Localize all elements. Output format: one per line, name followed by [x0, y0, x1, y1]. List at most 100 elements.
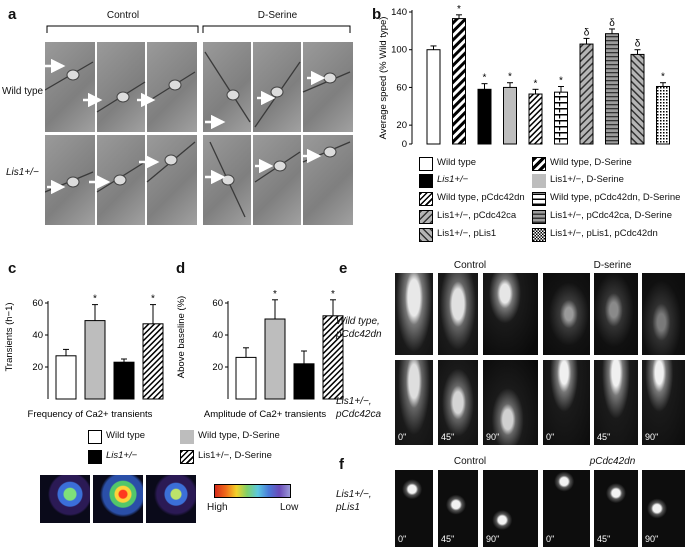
panel-a-row-lis1: Lis1+/−	[6, 167, 39, 178]
y-tick-label: 40	[212, 330, 223, 341]
panel-e-row-1: Wild type, pCdc42dn	[336, 316, 382, 340]
legend-swatch	[419, 174, 433, 188]
panel-c-ylabel: Transients (h−1)	[4, 302, 15, 371]
phase-image	[303, 42, 353, 132]
panel-a-group-control: Control	[106, 10, 140, 21]
y-tick-label: 100	[391, 45, 407, 56]
panel-c-label: c	[8, 260, 17, 277]
bar	[503, 86, 517, 145]
legend-swatch	[532, 192, 546, 206]
fluor-image	[543, 360, 590, 445]
legend-label: Wild type	[437, 157, 477, 168]
y-tick-label: 60	[212, 298, 223, 309]
panel-f-row: Lis1+/−, pLis1	[336, 489, 372, 513]
fluor-image	[395, 360, 433, 445]
fluor-image	[438, 360, 478, 445]
calcium-image	[146, 475, 196, 523]
bar	[293, 363, 315, 400]
legend-label: Wild type, pCdc42dn, D-Serine	[550, 192, 681, 203]
panel-f-label: f	[339, 456, 344, 473]
fluor-image	[594, 273, 638, 355]
panel-a-row-wildtype: Wild type	[2, 86, 44, 97]
fluor-image	[594, 360, 638, 445]
panel-f-group-control: Control	[453, 456, 487, 467]
bar	[554, 91, 568, 145]
y-tick-label: 20	[396, 120, 407, 131]
panel-d-label: d	[176, 260, 186, 277]
fluor-image	[395, 273, 433, 355]
fluor-image	[543, 470, 590, 547]
fluor-image	[438, 470, 478, 547]
bar	[452, 18, 466, 145]
bar	[426, 49, 441, 145]
panel-c-xlabel: Frequency of Ca2+ transients	[28, 409, 153, 420]
legend-swatch	[532, 157, 546, 171]
legend-swatch	[532, 174, 546, 188]
bar	[528, 93, 543, 145]
panel-e-row-2: Lis1+/−, pCdc42ca	[336, 396, 382, 420]
bar	[142, 323, 164, 400]
legend-swatch	[419, 228, 433, 242]
significance-marker: *	[151, 294, 155, 305]
significance-marker: *	[457, 4, 461, 15]
fluor-image	[642, 273, 685, 355]
arrow-icons	[45, 58, 326, 195]
legend-label: Wild type, pCdc42dn	[437, 192, 525, 203]
fluor-image	[483, 470, 538, 547]
panel-d-ylabel: Above baseline (%)	[176, 296, 187, 378]
legend-swatch	[180, 430, 194, 444]
bar	[235, 356, 257, 400]
significance-marker: *	[273, 289, 277, 300]
significance-marker: δ	[635, 39, 641, 50]
legend-swatch	[180, 450, 194, 464]
colorbar-high-label: High	[207, 502, 228, 513]
phase-image	[253, 135, 301, 225]
bar	[630, 53, 645, 145]
significance-marker: δ	[609, 18, 615, 29]
fluor-image	[395, 470, 433, 547]
panel-e-group-dserine: D-serine	[593, 260, 632, 271]
time-label: 90''	[486, 432, 500, 442]
panel-b-chart: Average speed (% Wild type) 02060100140 …	[378, 4, 670, 150]
significance-marker: *	[483, 73, 487, 84]
legend-swatch	[419, 210, 433, 224]
significance-marker: *	[661, 72, 665, 83]
significance-marker: *	[93, 294, 97, 305]
panel-d-chart: Above baseline (%) 20 40 60 * * Amplitude o…	[176, 289, 344, 420]
legend-label: Lis1+/−, pCdc42ca	[437, 210, 517, 221]
time-label: 0''	[546, 534, 555, 544]
fluor-image	[642, 470, 685, 547]
fluor-image	[438, 273, 478, 355]
legend-label: Lis1+/−, pCdc42ca, D-Serine	[550, 210, 672, 221]
legend-swatch	[532, 228, 546, 242]
time-label: 90''	[645, 432, 659, 442]
colorbar	[214, 484, 291, 498]
phase-image	[45, 42, 95, 132]
bar	[477, 88, 492, 145]
time-label: 90''	[486, 534, 500, 544]
fluor-image	[483, 273, 538, 355]
legend-label: Wild type	[106, 430, 146, 441]
legend-label: Lis1+/−, D-Serine	[550, 174, 624, 185]
panel-a-group-dserine: D-Serine	[257, 10, 298, 21]
y-tick-label: 20	[32, 362, 43, 373]
bar	[656, 85, 670, 145]
panel-b-label: b	[372, 6, 382, 23]
calcium-image	[93, 475, 143, 523]
legend-swatch	[419, 192, 433, 206]
panel-b-ylabel: Average speed (% Wild type)	[378, 17, 389, 140]
time-label: 45''	[597, 432, 611, 442]
time-label: 45''	[597, 534, 611, 544]
fluor-image	[483, 360, 538, 445]
panel-a-label: a	[8, 6, 17, 23]
y-tick-label: 40	[32, 330, 43, 341]
legend-label: Lis1+/−	[106, 450, 138, 461]
bar	[605, 33, 619, 145]
bar	[264, 318, 286, 400]
panel-c-chart: Transients (h−1) 20 40 60 * * Frequency of …	[4, 294, 164, 420]
time-label: 90''	[645, 534, 659, 544]
time-label: 0''	[398, 432, 407, 442]
bar	[579, 43, 594, 145]
legend-swatch	[419, 157, 433, 171]
legend-label: Lis1+/−, D-Serine	[198, 450, 272, 461]
